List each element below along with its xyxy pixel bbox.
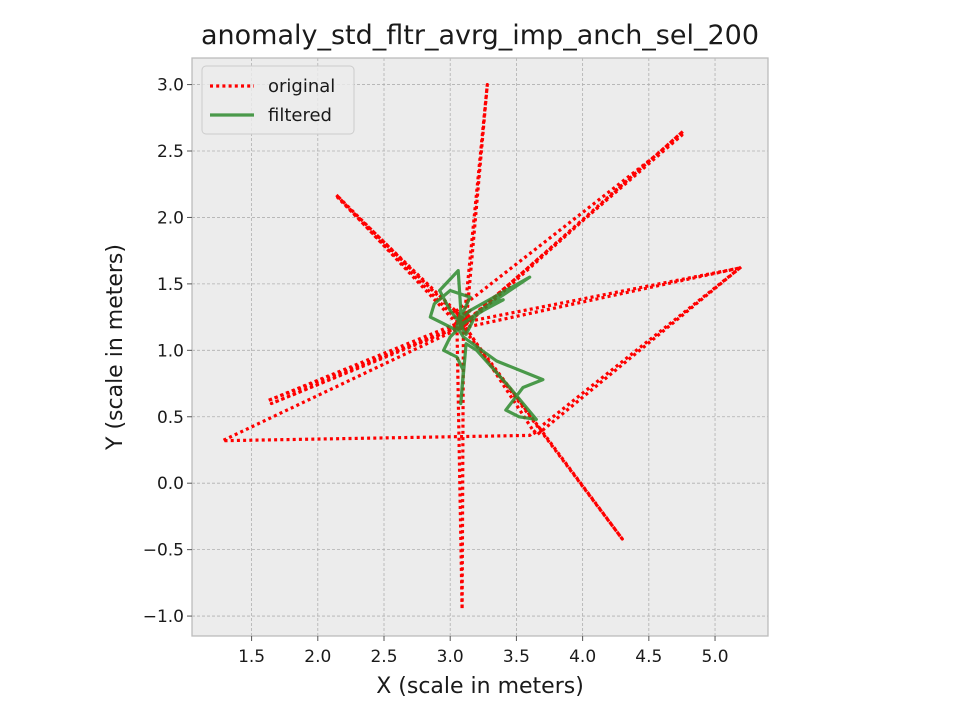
y-tick-label: −1.0 xyxy=(143,607,184,627)
x-tick-label: 1.5 xyxy=(238,647,265,667)
x-tick-label: 2.5 xyxy=(370,647,397,667)
legend-label-original: original xyxy=(268,76,335,97)
y-tick-label: 2.5 xyxy=(157,142,184,162)
x-tick-label: 3.0 xyxy=(437,647,464,667)
y-tick-label: 0.0 xyxy=(157,474,184,494)
x-axis-label: X (scale in meters) xyxy=(376,674,584,699)
legend-box xyxy=(201,65,355,135)
x-tick-label: 3.5 xyxy=(503,647,530,667)
x-tick-label: 4.5 xyxy=(635,647,662,667)
x-tick-label: 2.0 xyxy=(304,647,331,667)
y-tick-label: 2.0 xyxy=(157,208,184,228)
plot-frame xyxy=(191,57,769,637)
legend-label-filtered: filtered xyxy=(268,105,332,126)
y-tick-label: −0.5 xyxy=(143,541,184,561)
y-axis-label: Y (scale in meters) xyxy=(103,244,128,451)
series-line-original xyxy=(220,82,744,612)
y-tick-label: 1.5 xyxy=(157,275,184,295)
series-layer xyxy=(220,82,744,612)
x-tick-label: 5.0 xyxy=(702,647,729,667)
y-tick-label: 1.0 xyxy=(157,341,184,361)
legend: original filtered xyxy=(201,65,355,135)
chart-title: anomaly_std_fltr_avrg_imp_anch_sel_200 xyxy=(201,20,759,51)
y-tick-label: 3.0 xyxy=(157,76,184,96)
x-tick-label: 4.0 xyxy=(569,647,596,667)
y-axis-ticks: −1.0 −0.5 0.0 0.5 1.0 1.5 2.0 2.5 3.0 xyxy=(143,76,192,627)
x-axis-ticks: 1.5 2.0 2.5 3.0 3.5 4.0 4.5 5.0 xyxy=(238,636,729,667)
series-line-filtered xyxy=(428,269,545,421)
y-tick-label: 0.5 xyxy=(157,408,184,428)
